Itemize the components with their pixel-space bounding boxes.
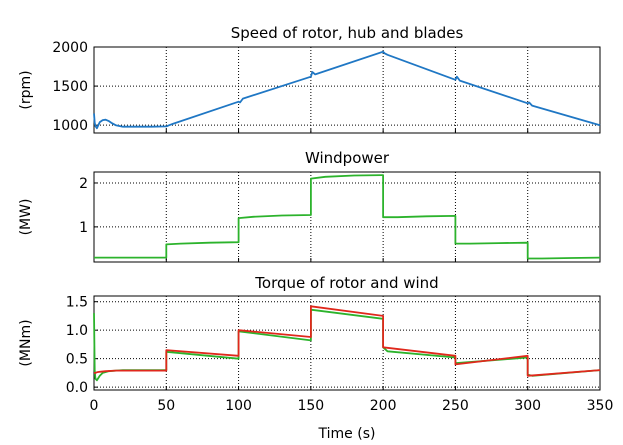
y-axis-label: (rpm)	[18, 70, 34, 109]
y-tick-label: 2	[79, 176, 88, 192]
y-tick-label: 2000	[52, 40, 88, 56]
plot-frame	[93, 171, 601, 263]
x-tick-label: 250	[442, 398, 469, 414]
y-tick-label: 0.0	[66, 380, 88, 396]
series-line-1	[93, 50, 601, 130]
x-tick-label: 100	[225, 398, 252, 414]
x-tick-label: 350	[587, 398, 614, 414]
y-tick-label: 0.5	[66, 352, 88, 368]
plot-frame	[93, 295, 601, 391]
series-line-1	[94, 174, 601, 260]
y-tick-label: 1000	[52, 118, 88, 134]
x-tick-label: 200	[370, 398, 397, 414]
y-axis-label: (MW)	[18, 199, 34, 236]
chart-panel-3: 0 50 100 150 200 250 300 350 0.0 0.5 1.0 1.5 Torque …	[18, 274, 613, 442]
y-axis-label: (MNm)	[18, 319, 34, 366]
y-tick-label: 1500	[52, 79, 88, 95]
y-tick-label: 1	[79, 220, 88, 236]
chart-panel-1: 1000 1500 2000 Speed of rotor, hub and blad…	[18, 24, 601, 134]
chart-title: Speed of rotor, hub and blades	[231, 24, 464, 42]
y-tick-label: 1.5	[66, 295, 88, 311]
x-tick-label: 150	[297, 398, 324, 414]
x-tick-label: 0	[90, 398, 99, 414]
x-tick-label: 50	[157, 398, 175, 414]
x-axis-label: Time (s)	[318, 426, 376, 442]
y-tick-label: 1.0	[66, 323, 88, 339]
chart-title: Windpower	[305, 149, 390, 167]
chart-title: Torque of rotor and wind	[254, 274, 438, 292]
x-tick-label: 300	[514, 398, 541, 414]
chart-panel-2: 1 2 Windpower (MW)	[18, 149, 601, 263]
series-line-2	[94, 305, 601, 377]
plot-frame	[93, 46, 601, 134]
